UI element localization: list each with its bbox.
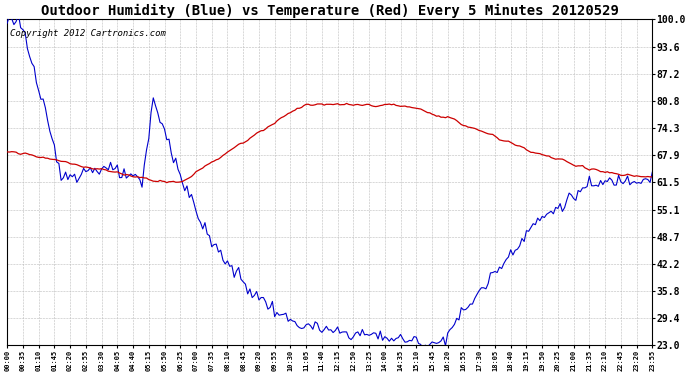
Text: Copyright 2012 Cartronics.com: Copyright 2012 Cartronics.com [10,29,166,38]
Title: Outdoor Humidity (Blue) vs Temperature (Red) Every 5 Minutes 20120529: Outdoor Humidity (Blue) vs Temperature (… [41,4,619,18]
